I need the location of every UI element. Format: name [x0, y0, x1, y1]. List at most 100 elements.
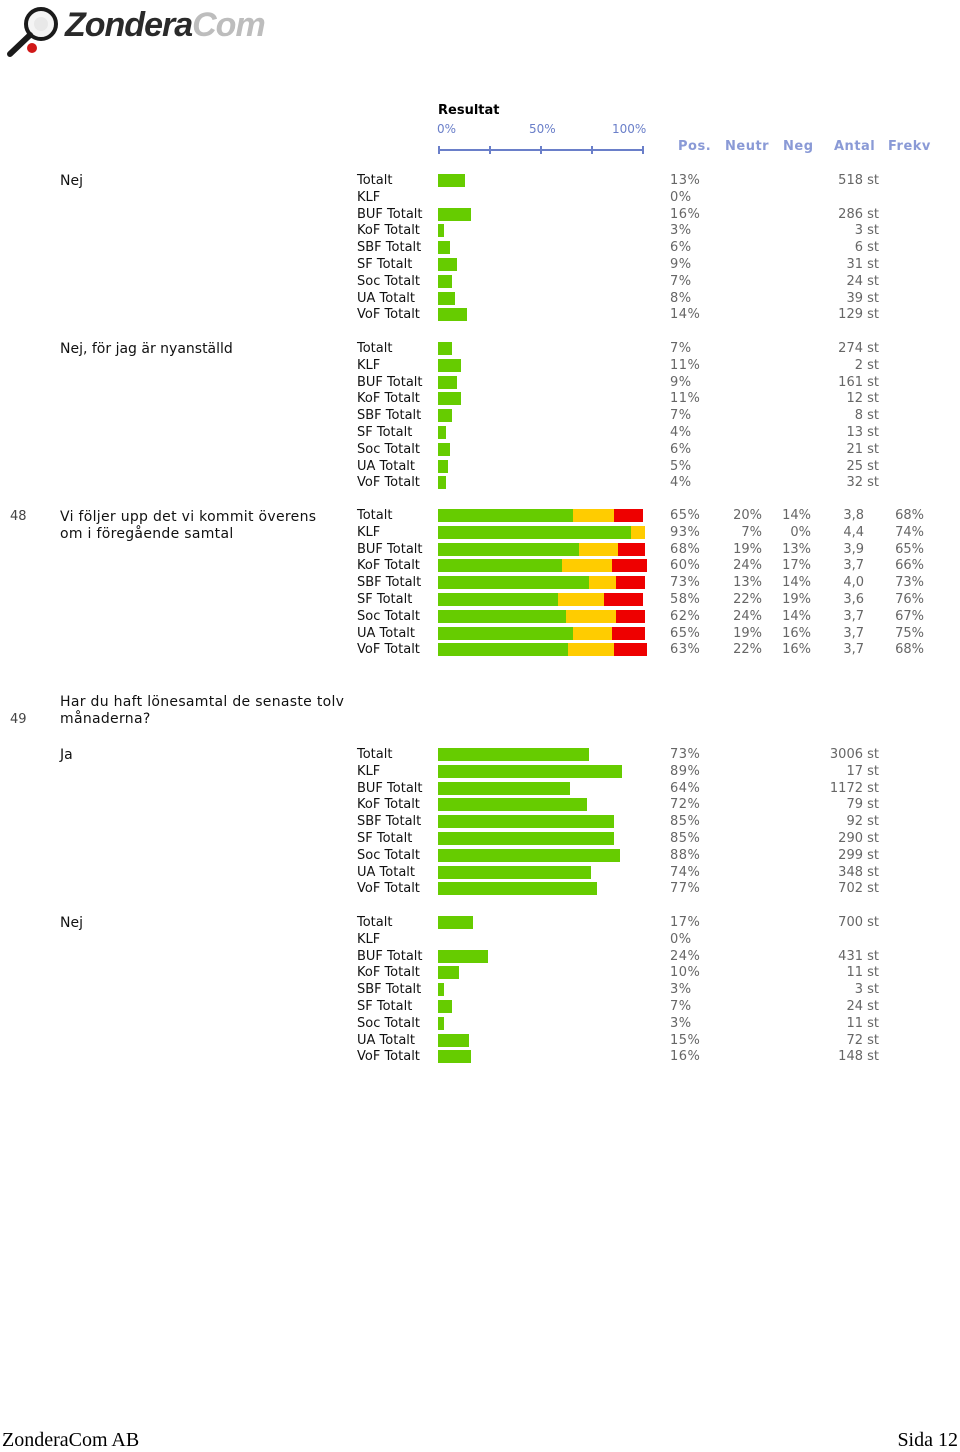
col-pos-header: Pos.: [678, 139, 712, 154]
neg-value: 16%: [782, 626, 811, 641]
table-row: UA Totalt 8% 39 st: [0, 290, 960, 307]
neg-value: 19%: [782, 592, 811, 607]
percent-value: 8%: [670, 291, 692, 306]
subgroup-label: VoF Totalt: [357, 1049, 420, 1064]
neutral-bar: [589, 576, 616, 589]
table-row: SBF Totalt 7% 8 st: [0, 407, 960, 424]
table-row: KLF 89% 17 st: [0, 763, 960, 780]
table-row: KLF 11% 2 st: [0, 357, 960, 374]
percent-value: 11%: [670, 391, 701, 406]
subgroup-label: KLF: [357, 190, 381, 205]
question-text-49: Har du haft lönesamtal de senaste tolv m…: [60, 694, 345, 727]
neutral-bar: [573, 627, 612, 640]
percent-value: 4%: [670, 425, 692, 440]
pos-value: 68%: [670, 542, 701, 557]
subgroup-label: SBF Totalt: [357, 814, 422, 829]
subgroup-label: KoF Totalt: [357, 558, 420, 573]
percent-value: 0%: [670, 932, 692, 947]
subgroup-label: SF Totalt: [357, 592, 413, 607]
neutr-value: 24%: [733, 609, 762, 624]
percent-value: 3%: [670, 982, 692, 997]
subgroup-label: SF Totalt: [357, 831, 413, 846]
count-value: 24 st: [846, 274, 879, 289]
count-value: 431 st: [838, 949, 879, 964]
table-row: Soc Totalt 3% 11 st: [0, 1015, 960, 1032]
table-row: KoF Totalt 60% 24% 17% 3,7 66%: [0, 557, 960, 574]
positive-bar: [438, 610, 566, 623]
subgroup-label: KLF: [357, 764, 381, 779]
positive-bar: [438, 576, 589, 589]
subgroup-label: BUF Totalt: [357, 949, 423, 964]
subgroup-label: SBF Totalt: [357, 240, 422, 255]
positive-bar: [438, 1017, 444, 1030]
positive-bar: [438, 241, 450, 254]
subgroup-label: BUF Totalt: [357, 375, 423, 390]
table-row: KLF 0%: [0, 189, 960, 206]
positive-bar: [438, 292, 455, 305]
count-value: 8 st: [854, 408, 879, 423]
positive-bar: [438, 359, 461, 372]
question-number-49: 49: [10, 712, 27, 727]
positive-bar: [438, 409, 452, 422]
table-row: VoF Totalt 4% 32 st: [0, 474, 960, 491]
subgroup-label: Soc Totalt: [357, 609, 420, 624]
percent-value: 89%: [670, 764, 701, 779]
positive-bar: [438, 275, 452, 288]
table-row: UA Totalt 5% 25 st: [0, 458, 960, 475]
answer-option-label: Nej: [60, 173, 83, 189]
subgroup-label: VoF Totalt: [357, 642, 420, 657]
percent-value: 10%: [670, 965, 701, 980]
count-value: 348 st: [838, 865, 879, 880]
subgroup-label: Totalt: [357, 915, 393, 930]
col-neutr-header: Neutr: [725, 139, 770, 154]
positive-bar: [438, 782, 570, 795]
pos-value: 65%: [670, 626, 701, 641]
frekv-value: 67%: [895, 609, 924, 624]
col-frekv-header: Frekv: [888, 139, 931, 154]
table-row: SBF Totalt 73% 13% 14% 4,0 73%: [0, 574, 960, 591]
subgroup-label: VoF Totalt: [357, 475, 420, 490]
subgroup-label: SBF Totalt: [357, 982, 422, 997]
percent-value: 9%: [670, 257, 692, 272]
subgroup-label: Soc Totalt: [357, 848, 420, 863]
table-row: BUF Totalt 16% 286 st: [0, 206, 960, 223]
percent-value: 7%: [670, 408, 692, 423]
percent-value: 6%: [670, 442, 692, 457]
percent-value: 4%: [670, 475, 692, 490]
positive-bar: [438, 765, 622, 778]
antal-value: 3,7: [843, 609, 864, 624]
percent-value: 14%: [670, 307, 701, 322]
neutr-value: 19%: [733, 626, 762, 641]
subgroup-label: KLF: [357, 525, 381, 540]
count-value: 290 st: [838, 831, 879, 846]
result-header: Resultat: [438, 103, 500, 118]
positive-bar: [438, 258, 457, 271]
count-value: 24 st: [846, 999, 879, 1014]
subgroup-label: Soc Totalt: [357, 274, 420, 289]
answer-option-label: Nej, för jag är nyanställd: [60, 341, 233, 357]
count-value: 39 st: [846, 291, 879, 306]
positive-bar: [438, 426, 446, 439]
negative-bar: [614, 509, 643, 522]
subgroup-label: UA Totalt: [357, 291, 415, 306]
count-value: 148 st: [838, 1049, 879, 1064]
table-row: KoF Totalt 10% 11 st: [0, 964, 960, 981]
antal-value: 4,0: [843, 575, 864, 590]
percent-value: 74%: [670, 865, 701, 880]
scale-label-50: 50%: [529, 122, 556, 136]
positive-bar: [438, 443, 450, 456]
negative-bar: [612, 627, 645, 640]
percent-value: 85%: [670, 814, 701, 829]
neg-value: 0%: [790, 525, 811, 540]
pos-value: 58%: [670, 592, 701, 607]
count-value: 13 st: [846, 425, 879, 440]
subgroup-label: KoF Totalt: [357, 797, 420, 812]
frekv-value: 73%: [895, 575, 924, 590]
neg-value: 17%: [782, 558, 811, 573]
frekv-value: 66%: [895, 558, 924, 573]
table-row: UA Totalt 15% 72 st: [0, 1032, 960, 1049]
subgroup-label: Soc Totalt: [357, 442, 420, 457]
pos-value: 93%: [670, 525, 701, 540]
pos-value: 62%: [670, 609, 701, 624]
logo-text: ZonderaCom: [65, 6, 266, 44]
